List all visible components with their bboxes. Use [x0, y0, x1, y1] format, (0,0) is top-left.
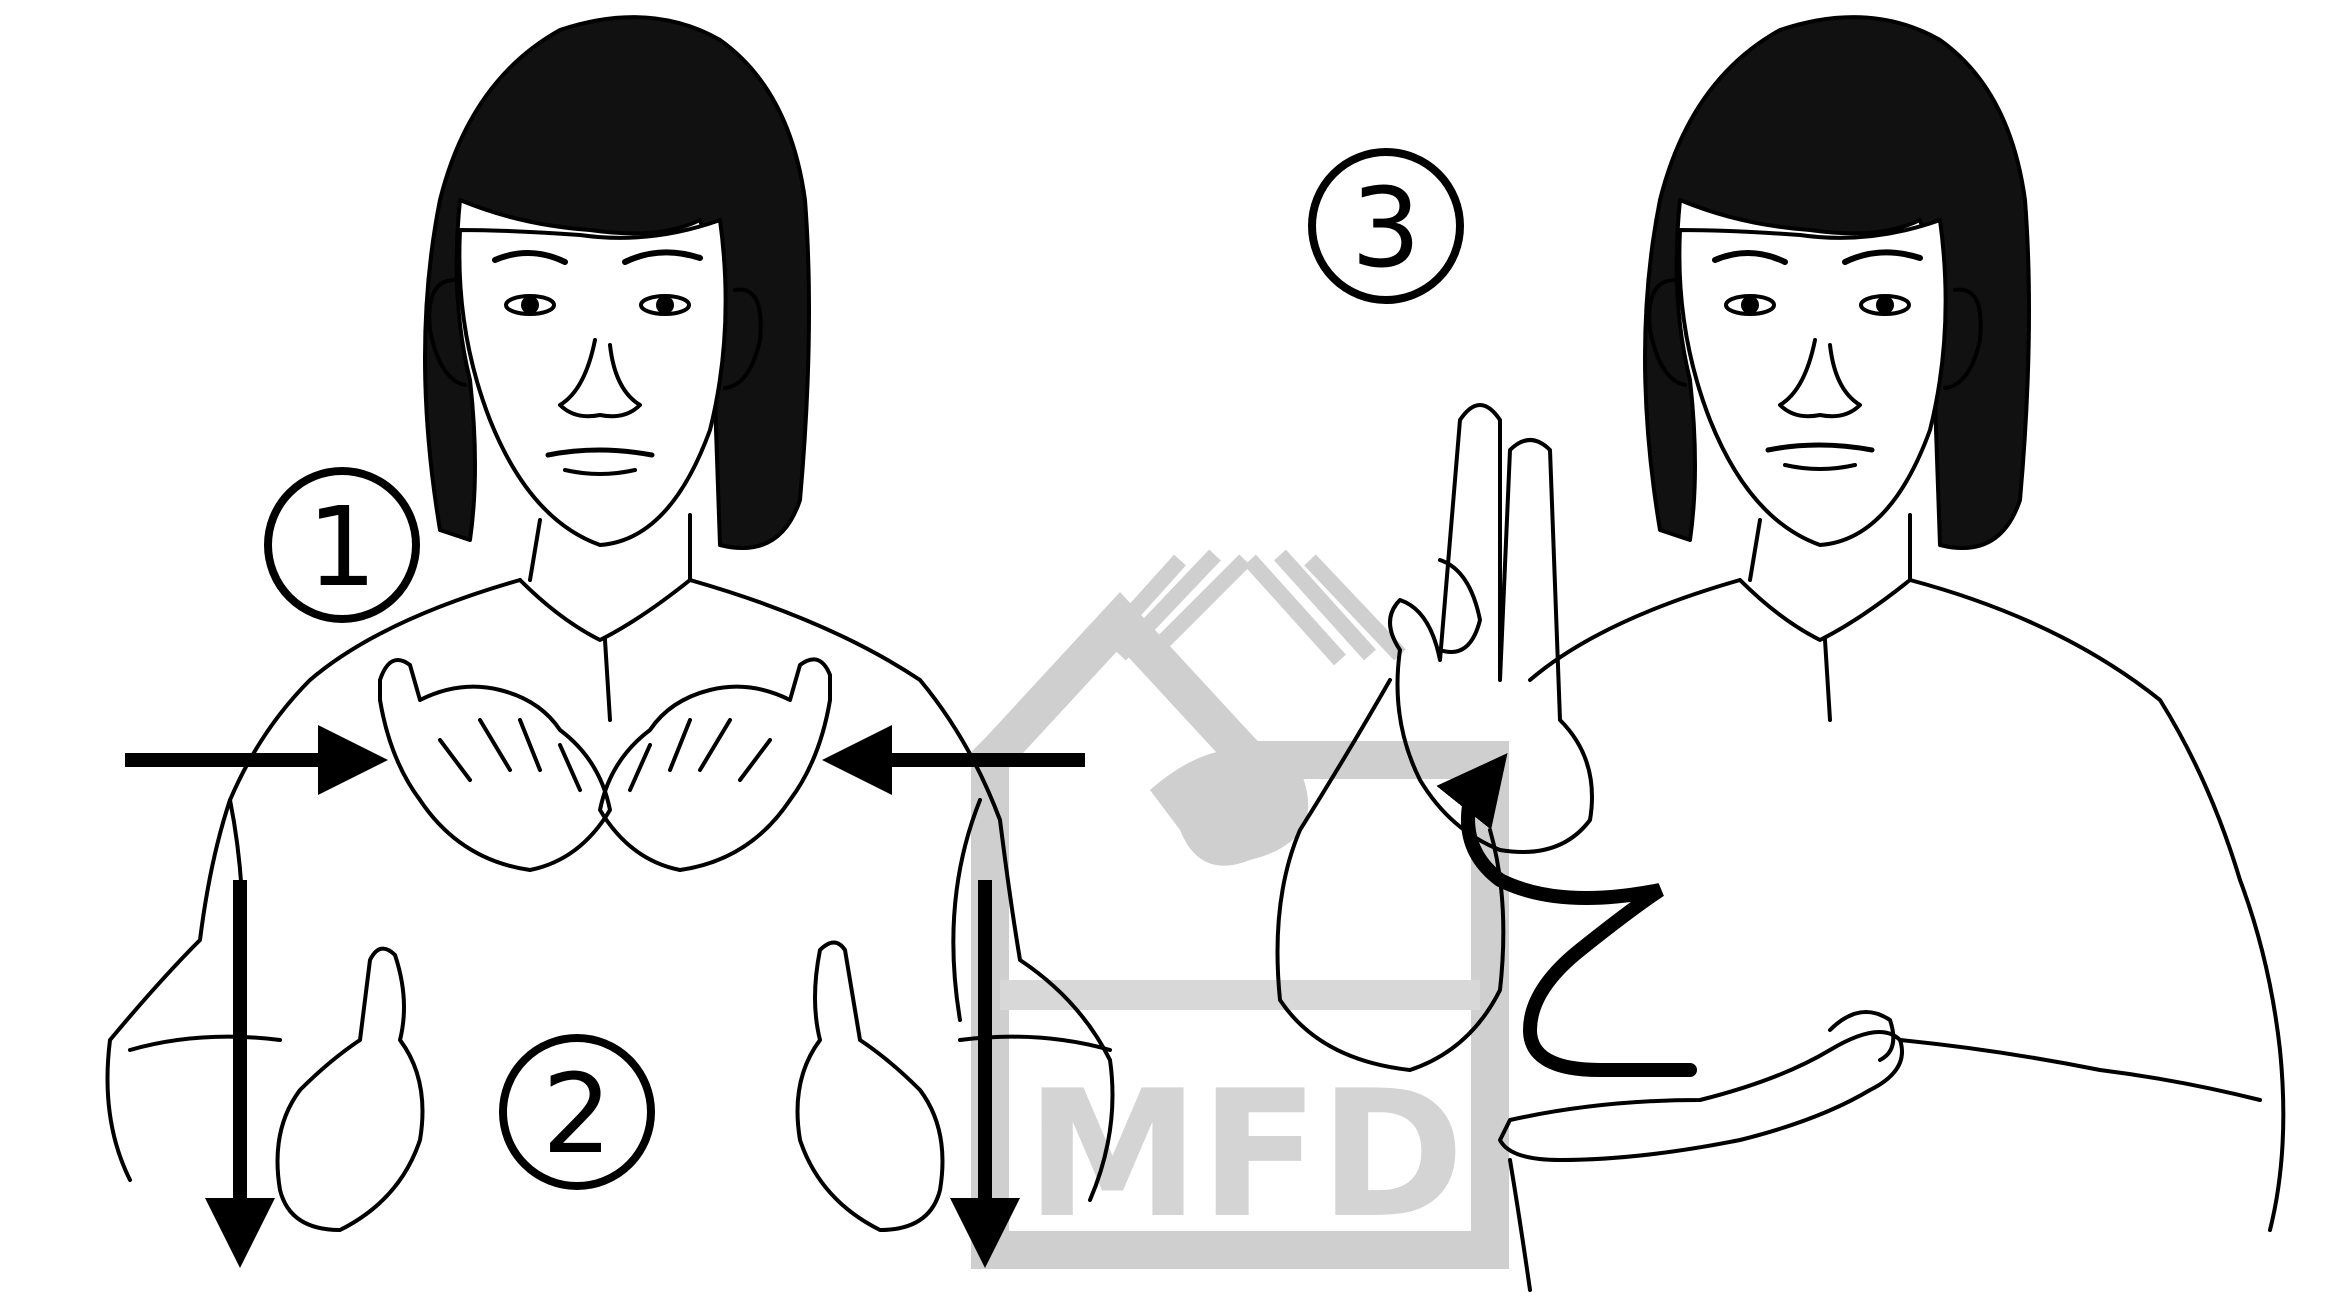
signer-right-raised-hand	[1388, 403, 1594, 854]
signer-left-hand-center-left	[378, 658, 612, 872]
step-number-2: 2	[542, 1050, 612, 1178]
step-marker-3: 3	[1308, 148, 1464, 304]
signer-left-hand-lower-right	[795, 940, 945, 1232]
step-number-3: 3	[1351, 164, 1421, 292]
arrow-wiggle-up-icon	[1436, 753, 1697, 1077]
signer-left-hair	[423, 15, 811, 550]
signer-right-hair	[1643, 15, 2031, 550]
step-marker-1: 1	[264, 467, 420, 623]
signer-left-face	[457, 218, 728, 547]
signer-right	[1275, 15, 2286, 1292]
signer-left-hand-center-right	[598, 657, 832, 872]
signer-left	[105, 15, 1115, 1232]
movement-arrows	[125, 725, 1697, 1268]
step-number-1: 1	[307, 483, 377, 611]
watermark-text: MFD	[1026, 1054, 1465, 1257]
step-marker-2: 2	[499, 1034, 655, 1190]
signer-left-hand-lower-left	[275, 946, 425, 1232]
signer-right-flat-hand	[1498, 1030, 1904, 1162]
signer-right-face	[1677, 218, 1948, 547]
watermark-logo: MFD	[971, 549, 1509, 1269]
